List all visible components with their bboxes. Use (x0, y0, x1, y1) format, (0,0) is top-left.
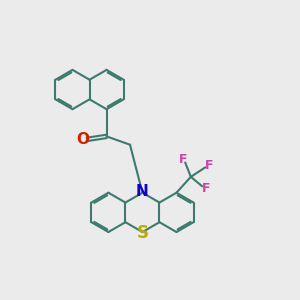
Text: F: F (202, 182, 210, 195)
Text: F: F (179, 153, 188, 166)
Text: O: O (76, 132, 90, 147)
Text: S: S (136, 224, 148, 242)
Text: F: F (205, 159, 213, 172)
Text: N: N (136, 184, 149, 200)
